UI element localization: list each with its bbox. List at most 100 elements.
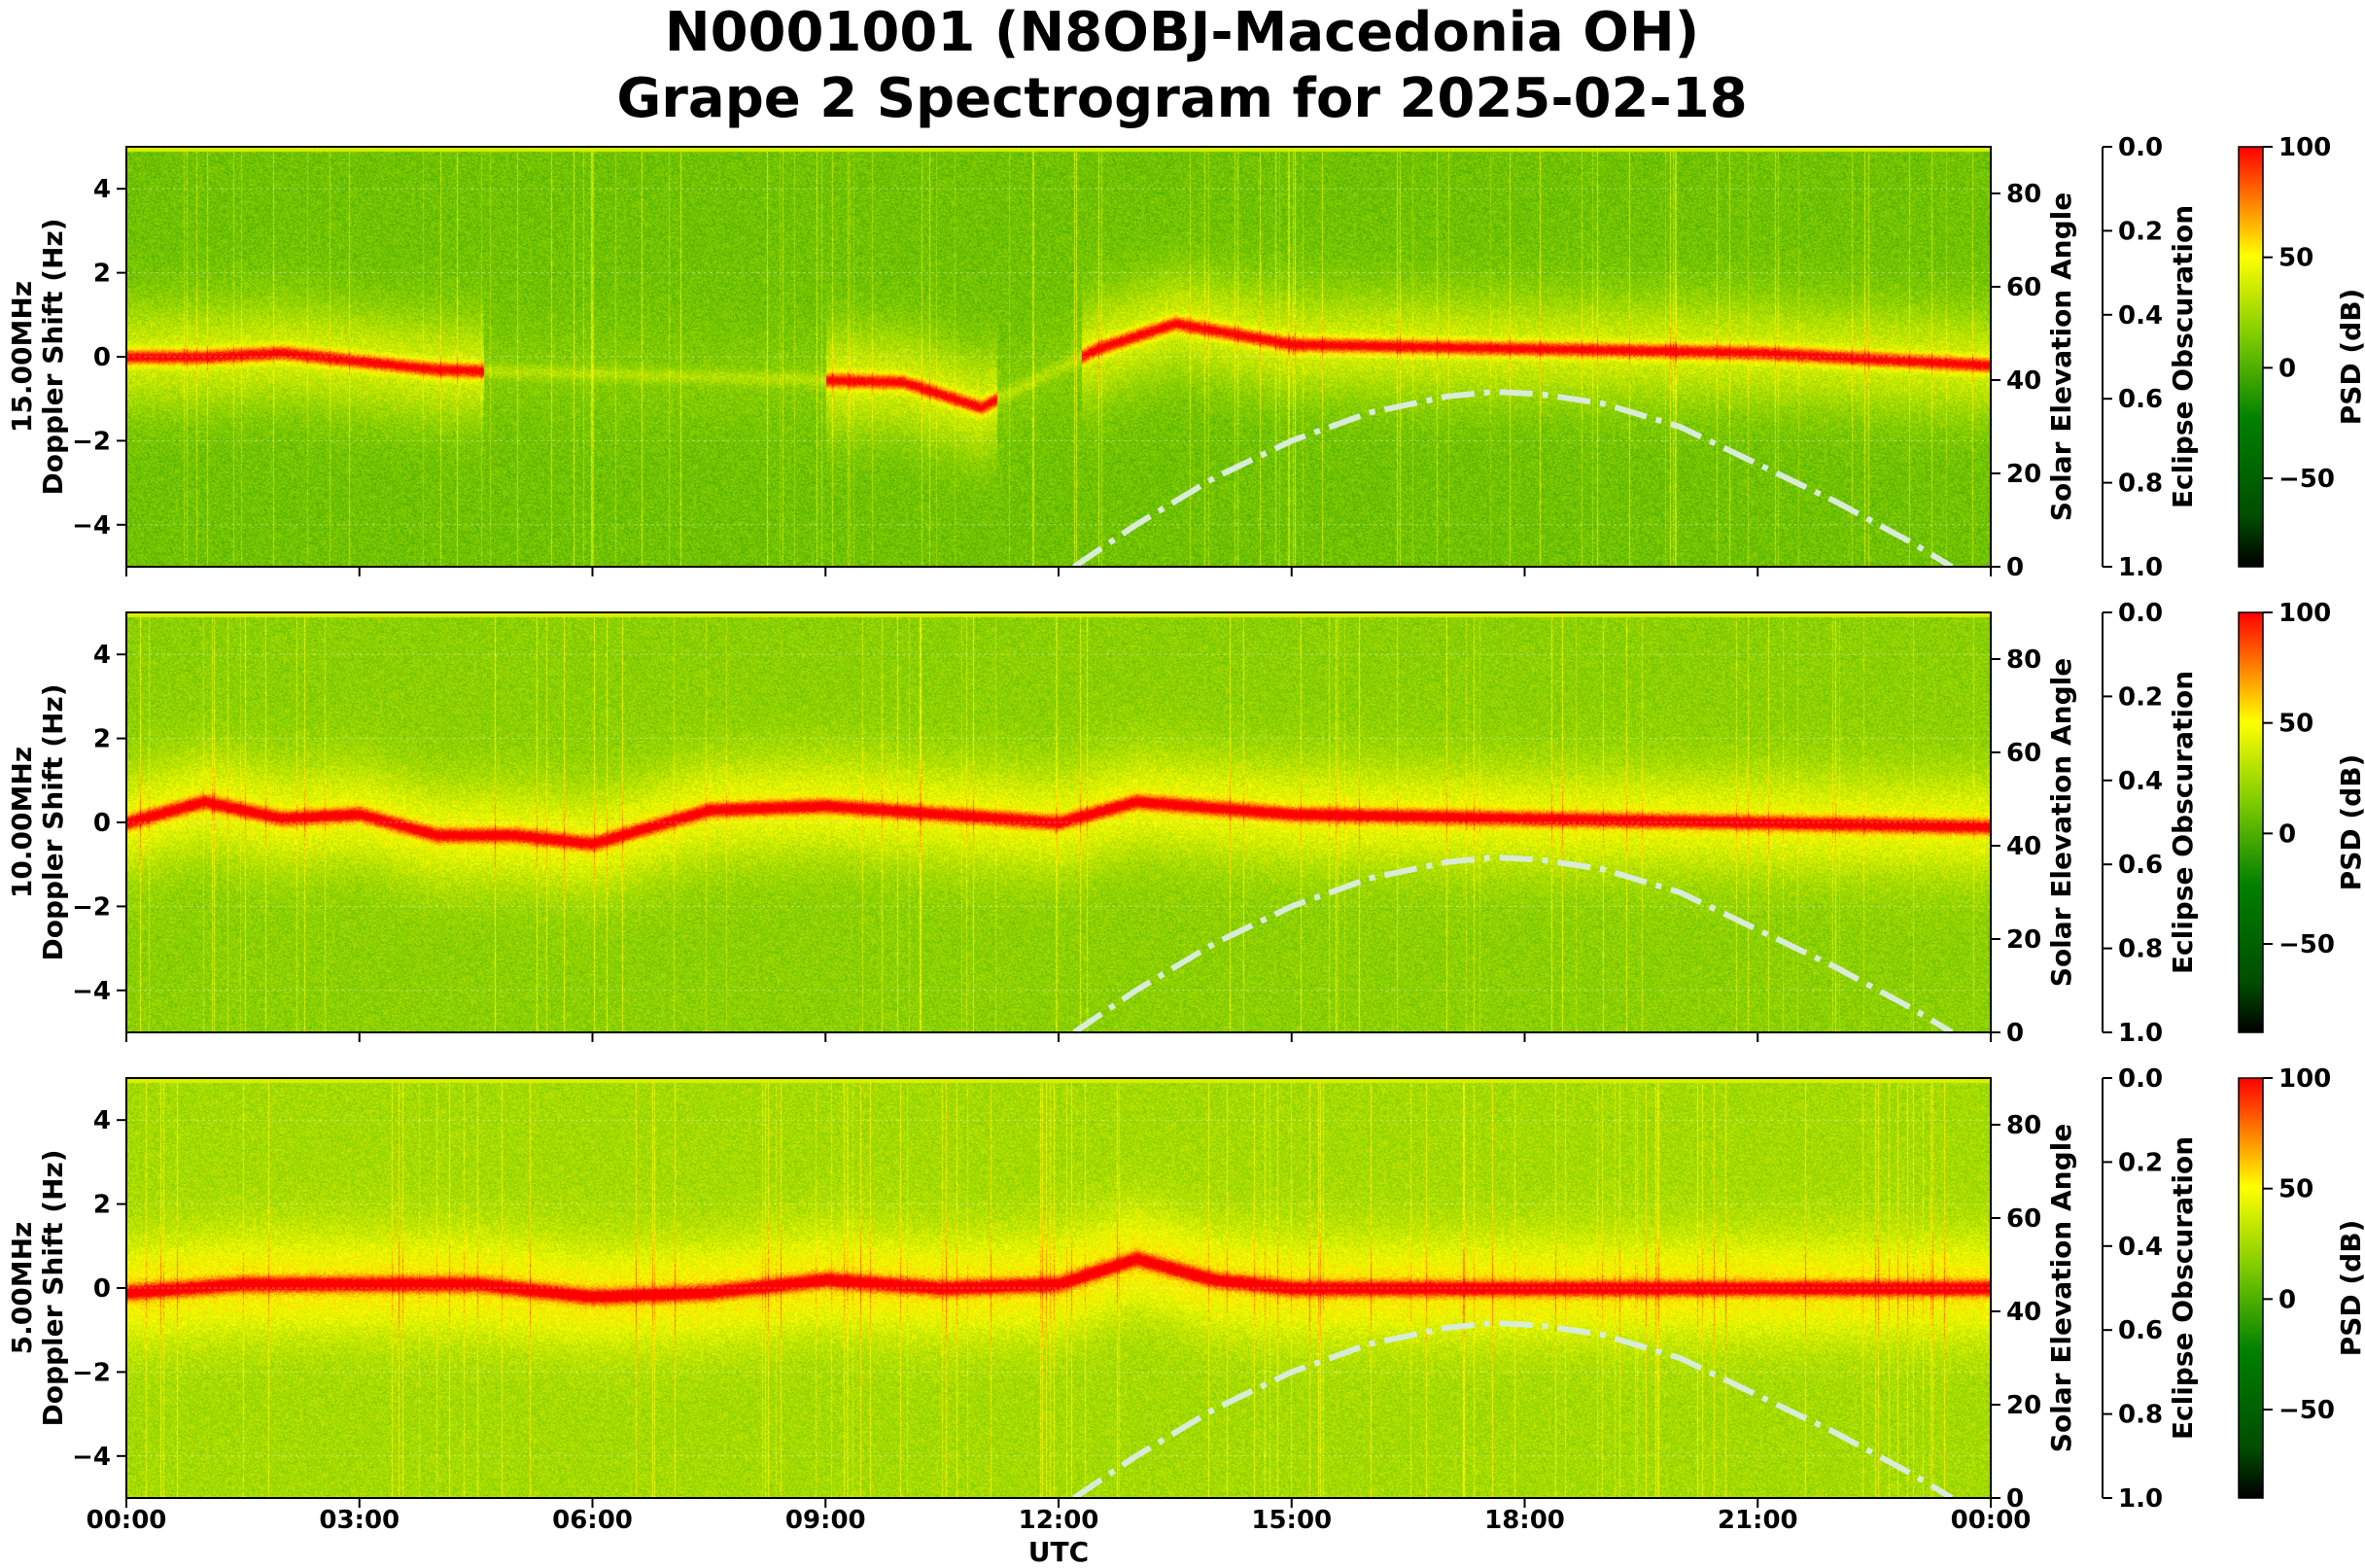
colorbar-tick-label: 100 bbox=[2278, 1064, 2331, 1094]
solar-tick-label: 60 bbox=[2006, 1204, 2041, 1234]
panel-10mhz-heatmap bbox=[126, 612, 1991, 1032]
panel-15mhz-frame bbox=[125, 146, 1992, 568]
panel-5mhz-frame bbox=[125, 1077, 1992, 1499]
solar-elevation-curve bbox=[1072, 1319, 1954, 1501]
solar-tick-label: 20 bbox=[2006, 1391, 2041, 1420]
y-tick-label: 4 bbox=[93, 641, 111, 670]
x-tick-label: 06:00 bbox=[552, 1506, 633, 1535]
panel-10mhz-frame bbox=[125, 611, 1992, 1033]
panel-5mhz-solar-label: Solar Elevation Angle bbox=[2045, 1124, 2077, 1452]
panel-15mhz-heatmap bbox=[126, 147, 1991, 567]
solar-tick-label: 0 bbox=[2006, 553, 2024, 582]
solar-tick-label: 20 bbox=[2006, 460, 2041, 489]
colorbar-tick-label: −50 bbox=[2278, 930, 2335, 959]
eclipse-tick-label: 1.0 bbox=[2118, 553, 2163, 582]
y-tick-label: −4 bbox=[72, 1443, 111, 1472]
panel-10mhz-ylabel-line2: Doppler Shift (Hz) bbox=[37, 683, 69, 960]
panel-10mhz: 420−2−48060402000.00.20.40.60.81.0100500… bbox=[6, 599, 2365, 1048]
solar-tick-label: 80 bbox=[2006, 180, 2041, 209]
eclipse-tick-label: 0.0 bbox=[2118, 133, 2163, 162]
eclipse-tick-label: 1.0 bbox=[2118, 1484, 2163, 1514]
y-tick-label: −2 bbox=[72, 892, 111, 922]
x-tick-label: 12:00 bbox=[1019, 1506, 1099, 1535]
solar-elevation-curve bbox=[1072, 388, 1954, 570]
y-tick-label: 0 bbox=[93, 809, 111, 838]
y-tick-label: 2 bbox=[93, 260, 111, 289]
y-tick-label: 0 bbox=[93, 343, 111, 372]
panel-15mhz-ylabel-line2: Doppler Shift (Hz) bbox=[37, 218, 69, 495]
panel-15mhz-solar-label: Solar Elevation Angle bbox=[2045, 192, 2077, 521]
eclipse-tick-label: 0.6 bbox=[2118, 385, 2163, 414]
y-tick-label: 0 bbox=[93, 1274, 111, 1304]
panel-5mhz-colorbar bbox=[2238, 1077, 2264, 1499]
colorbar-tick-label: −50 bbox=[2278, 465, 2335, 494]
eclipse-tick-label: 0.4 bbox=[2118, 1233, 2163, 1262]
x-tick-label: 21:00 bbox=[1718, 1506, 1798, 1535]
panel-15mhz-colorbar-label: PSD (dB) bbox=[2335, 289, 2365, 426]
y-tick-label: −2 bbox=[72, 1358, 111, 1387]
panel-15mhz-colorbar bbox=[2238, 146, 2264, 568]
eclipse-tick-label: 0.4 bbox=[2118, 767, 2163, 796]
figure-title-line1: N0001001 (N8OBJ-Macedonia OH) bbox=[665, 1, 1700, 64]
figure-title-line2: Grape 2 Spectrogram for 2025-02-18 bbox=[616, 67, 1747, 130]
eclipse-tick-label: 0.8 bbox=[2118, 1401, 2163, 1430]
solar-tick-label: 0 bbox=[2006, 1484, 2024, 1514]
x-tick-label: 00:00 bbox=[87, 1506, 167, 1535]
colorbar-tick-label: 0 bbox=[2278, 819, 2296, 849]
eclipse-tick-label: 0.8 bbox=[2118, 935, 2163, 964]
panel-10mhz-eclipse-label: Eclipse Obscuration bbox=[2167, 671, 2199, 974]
eclipse-tick-label: 0.0 bbox=[2118, 1064, 2163, 1094]
colorbar-tick-label: 50 bbox=[2278, 1175, 2313, 1204]
panel-15mhz-eclipse-label: Eclipse Obscuration bbox=[2167, 205, 2199, 508]
y-tick-label: 2 bbox=[93, 725, 111, 754]
panel-5mhz-colorbar-label: PSD (dB) bbox=[2335, 1220, 2365, 1357]
colorbar-tick-label: 100 bbox=[2278, 133, 2331, 162]
y-tick-label: −4 bbox=[72, 511, 111, 540]
panel-15mhz: 420−2−48060402000.00.20.40.60.81.0100500… bbox=[6, 133, 2365, 582]
x-tick-label: 09:00 bbox=[785, 1506, 866, 1535]
eclipse-tick-label: 0.2 bbox=[2118, 682, 2163, 712]
solar-tick-label: 40 bbox=[2006, 366, 2041, 396]
solar-tick-label: 20 bbox=[2006, 925, 2041, 955]
solar-tick-label: 60 bbox=[2006, 273, 2041, 302]
eclipse-tick-label: 1.0 bbox=[2118, 1019, 2163, 1048]
panel-10mhz-colorbar-label: PSD (dB) bbox=[2335, 754, 2365, 891]
solar-elevation-curve bbox=[1072, 854, 1954, 1035]
solar-tick-label: 80 bbox=[2006, 1111, 2041, 1140]
eclipse-tick-label: 0.6 bbox=[2118, 851, 2163, 880]
panel-10mhz-solar-label: Solar Elevation Angle bbox=[2045, 658, 2077, 987]
x-tick-label: 00:00 bbox=[1951, 1506, 2032, 1535]
eclipse-tick-label: 0.0 bbox=[2118, 599, 2163, 628]
x-tick-label: 03:00 bbox=[319, 1506, 400, 1535]
x-tick-label: 18:00 bbox=[1484, 1506, 1565, 1535]
eclipse-tick-label: 0.4 bbox=[2118, 301, 2163, 331]
colorbar-tick-label: 50 bbox=[2278, 710, 2313, 739]
panel-10mhz-ylabel-line1: 10.00MHz bbox=[6, 747, 38, 898]
y-tick-label: 4 bbox=[93, 175, 111, 204]
panel-5mhz: 420−2−48060402000.00.20.40.60.81.0100500… bbox=[6, 1064, 2365, 1514]
solar-tick-label: 0 bbox=[2006, 1019, 2024, 1048]
solar-tick-label: 40 bbox=[2006, 832, 2041, 861]
eclipse-tick-label: 0.2 bbox=[2118, 1148, 2163, 1177]
solar-tick-label: 40 bbox=[2006, 1298, 2041, 1327]
panel-5mhz-ylabel-line2: Doppler Shift (Hz) bbox=[37, 1149, 69, 1426]
y-tick-label: 4 bbox=[93, 1106, 111, 1135]
colorbar-tick-label: 0 bbox=[2278, 354, 2296, 383]
solar-tick-label: 60 bbox=[2006, 739, 2041, 768]
panel-5mhz-ylabel-line1: 5.00MHz bbox=[6, 1222, 38, 1355]
panel-5mhz-heatmap bbox=[126, 1078, 1991, 1498]
solar-tick-label: 80 bbox=[2006, 645, 2041, 675]
panel-10mhz-colorbar bbox=[2238, 611, 2264, 1033]
colorbar-tick-label: −50 bbox=[2278, 1396, 2335, 1425]
x-tick-label: 15:00 bbox=[1251, 1506, 1332, 1535]
eclipse-tick-label: 0.6 bbox=[2118, 1316, 2163, 1345]
x-axis-label: UTC bbox=[1028, 1536, 1089, 1568]
colorbar-tick-label: 50 bbox=[2278, 244, 2313, 273]
eclipse-tick-label: 0.2 bbox=[2118, 217, 2163, 246]
colorbar-tick-label: 0 bbox=[2278, 1285, 2296, 1314]
x-axis: 00:00 03:00 06:00 09:00 12:00 15:00 18:00 21:00… bbox=[87, 1506, 2032, 1535]
eclipse-tick-label: 0.8 bbox=[2118, 470, 2163, 499]
y-tick-label: −2 bbox=[72, 427, 111, 456]
y-tick-label: −4 bbox=[72, 977, 111, 1006]
